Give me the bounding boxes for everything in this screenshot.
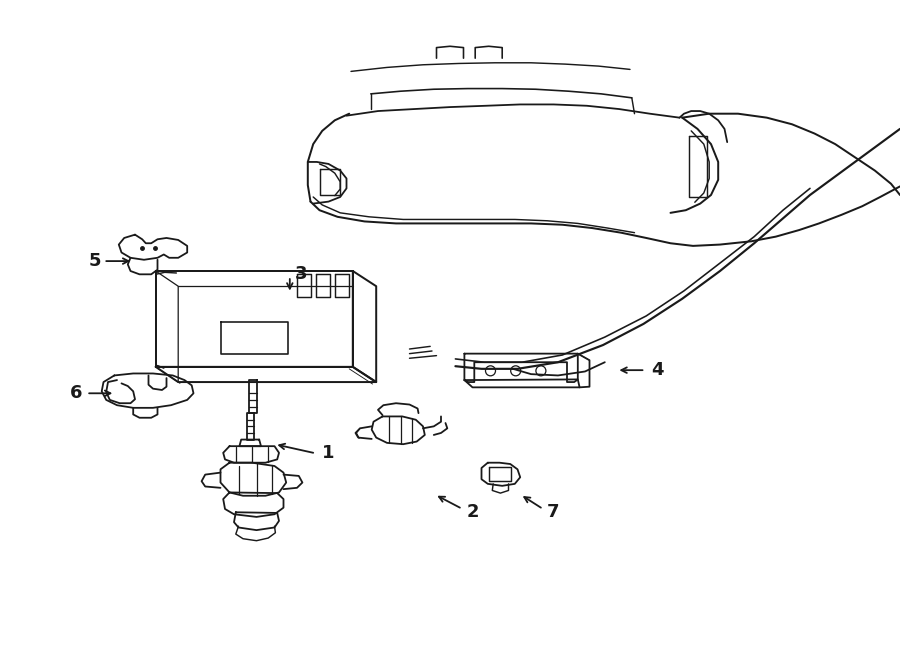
Text: 1: 1	[322, 444, 335, 462]
Text: 4: 4	[651, 361, 663, 379]
Text: 6: 6	[70, 384, 83, 403]
Text: 7: 7	[547, 503, 560, 522]
Text: 2: 2	[466, 503, 479, 522]
Text: 5: 5	[88, 252, 101, 270]
Text: 3: 3	[295, 265, 308, 284]
